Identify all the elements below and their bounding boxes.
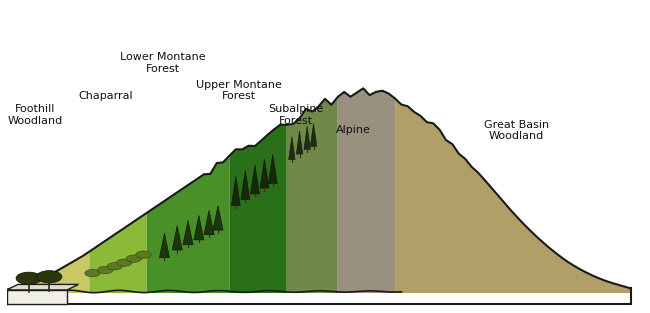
Polygon shape xyxy=(147,156,229,293)
Polygon shape xyxy=(395,99,630,293)
Polygon shape xyxy=(231,177,240,206)
Text: Lower Montane
Forest: Lower Montane Forest xyxy=(120,52,205,74)
Polygon shape xyxy=(310,123,317,146)
Polygon shape xyxy=(204,210,214,235)
Text: Chaparral: Chaparral xyxy=(78,91,133,101)
Polygon shape xyxy=(194,215,204,240)
Polygon shape xyxy=(289,136,295,160)
Circle shape xyxy=(107,263,122,270)
Circle shape xyxy=(136,251,151,258)
Polygon shape xyxy=(287,97,338,293)
Polygon shape xyxy=(6,285,79,290)
Polygon shape xyxy=(268,154,277,183)
Circle shape xyxy=(126,255,142,262)
Circle shape xyxy=(98,266,113,274)
Polygon shape xyxy=(260,159,269,188)
Circle shape xyxy=(117,259,132,266)
Polygon shape xyxy=(250,165,259,194)
Polygon shape xyxy=(213,206,223,230)
Text: Alpine: Alpine xyxy=(336,125,371,135)
Polygon shape xyxy=(6,252,89,293)
Polygon shape xyxy=(241,170,250,199)
Polygon shape xyxy=(183,220,193,245)
Polygon shape xyxy=(338,88,395,293)
Bar xyxy=(6,290,67,304)
Text: Upper Montane
Forest: Upper Montane Forest xyxy=(196,80,282,101)
Polygon shape xyxy=(304,126,310,149)
Text: Subalpine
Forest: Subalpine Forest xyxy=(268,104,324,126)
Text: Great Basin
Woodland: Great Basin Woodland xyxy=(484,120,549,141)
Polygon shape xyxy=(172,225,182,250)
Polygon shape xyxy=(296,131,303,154)
Text: Foothill
Woodland: Foothill Woodland xyxy=(8,104,63,126)
Circle shape xyxy=(85,269,100,277)
Circle shape xyxy=(16,272,42,285)
Polygon shape xyxy=(89,213,147,293)
Polygon shape xyxy=(159,233,170,258)
Polygon shape xyxy=(229,125,287,293)
Circle shape xyxy=(36,271,62,283)
